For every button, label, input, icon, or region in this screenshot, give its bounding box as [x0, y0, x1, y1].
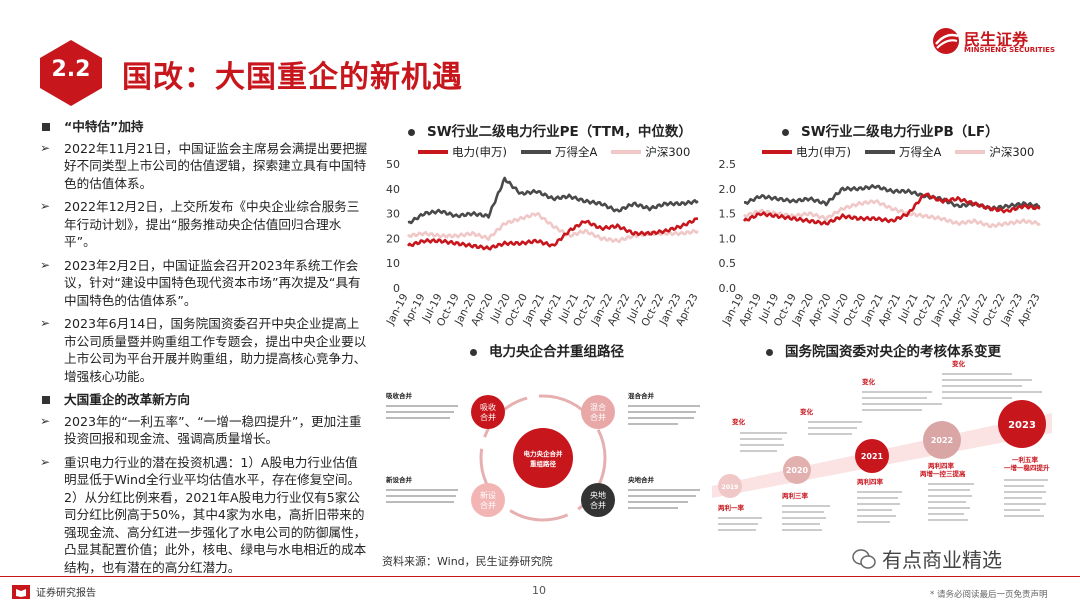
svg-text:2020: 2020: [786, 466, 809, 475]
merger-diagram: 电力央企合并 重组路径 吸收合并 混合合并 新设合并 央地合并 吸收合并 混合合…: [386, 391, 700, 522]
watermark: 有点商业精选: [852, 544, 1002, 573]
svg-text:两利四率: 两利四率: [928, 461, 955, 470]
legend-wind-a: 万得全A: [554, 145, 598, 159]
bullet: 2023年6月14日，国务院国资委召开中央企业提高上市公司质量暨并购重组工作专题…: [38, 315, 368, 385]
year-2022-node: [923, 421, 961, 459]
section-badge: [40, 40, 102, 106]
year-2021-node: [855, 439, 889, 473]
svg-text:变化: 变化: [800, 407, 814, 416]
chart-pb-legend: 电力(申万) 万得全A 沪深300: [762, 144, 1034, 160]
chart-pb-title: SW行业二级电力行业PB（LF）: [782, 120, 999, 140]
page-number: 10: [532, 584, 546, 597]
y-tick-label: 0.5: [719, 257, 737, 270]
page-title: 国改：大国重企的新机遇: [122, 60, 463, 95]
y-tick-label: 40: [386, 183, 400, 196]
bullet-dot-icon: [782, 128, 789, 136]
wechat-icon: [852, 548, 876, 569]
series-line-2: [407, 212, 699, 244]
svg-text:2023: 2023: [1008, 420, 1036, 431]
series-line-1: [743, 184, 1041, 212]
y-tick-label: 50: [386, 158, 400, 171]
series-line-2: [743, 199, 1041, 229]
svg-text:2021: 2021: [861, 452, 884, 461]
bullet: 2023年的“一利五率”、“一增一稳四提升”，更加注重投资回报和现金流、强调高质…: [38, 413, 368, 448]
bullet-dot-icon: [766, 348, 773, 356]
svg-text:两利四率: 两利四率: [857, 477, 884, 486]
merger-diagram-title: 电力央企合并重组路径: [470, 340, 624, 360]
assessment-diagram-title: 国务院国资委对央企的考核体系变更: [766, 340, 1001, 360]
svg-text:两利三率: 两利三率: [782, 491, 809, 500]
svg-text:合并: 合并: [590, 500, 606, 510]
svg-text:新设合并: 新设合并: [386, 475, 413, 484]
series-line-0: [406, 217, 699, 251]
svg-text:2019: 2019: [722, 484, 739, 491]
y-tick-label: 0: [393, 282, 400, 295]
y-tick-label: 0.0: [719, 282, 737, 295]
year-2023-node: [998, 400, 1046, 448]
section-number: 2.2: [51, 57, 91, 82]
logo-en: MINSHENG SECURITIES: [964, 46, 1055, 54]
heading-reform-direction: 大国重企的改革新方向: [38, 391, 368, 409]
y-tick-label: 30: [386, 208, 400, 221]
y-tick-label: 10: [386, 257, 400, 270]
watermark-text: 有点商业精选: [882, 548, 1002, 572]
chart-pe-title: SW行业二级电力行业PE（TTM，中位数）: [408, 120, 692, 140]
svg-text:电力央企合并: 电力央企合并: [524, 449, 564, 458]
y-tick-label: 1.0: [719, 232, 737, 245]
legend-wind-a: 万得全A: [898, 145, 942, 159]
svg-text:吸收: 吸收: [480, 402, 496, 412]
svg-text:一增一稳四提升: 一增一稳四提升: [1004, 463, 1050, 472]
y-tick-label: 20: [386, 232, 400, 245]
left-text-column: “中特估”加持 2022年11月21日，中国证监会主席易会满提出要把握好不同类型…: [38, 118, 368, 582]
svg-text:变化: 变化: [732, 417, 746, 426]
svg-text:央地合并: 央地合并: [628, 475, 655, 484]
bullet: 2023年2月2日，中国证监会召开2023年系统工作会议，针对“建设中国特色现代…: [38, 257, 368, 310]
bullet: 2022年11月21日，中国证监会主席易会满提出要把握好不同类型上市公司的估值逻…: [38, 140, 368, 193]
y-tick-label: 1.5: [719, 208, 737, 221]
svg-text:合并: 合并: [480, 500, 496, 510]
svg-text:两增一控三提高: 两增一控三提高: [920, 469, 966, 478]
legend-hs300: 沪深300: [989, 145, 1035, 159]
svg-text:重组路径: 重组路径: [530, 459, 557, 468]
bullet-dot-icon: [408, 128, 415, 136]
year-2020-node: [783, 456, 811, 484]
year-2019-node: [718, 474, 742, 498]
svg-text:新设: 新设: [480, 490, 496, 500]
chart-pb: 0.00.51.01.52.02.5Jan-19Apr-19Jul-19Oct-…: [719, 158, 1043, 329]
footer-divider: [0, 576, 1080, 577]
svg-text:合并: 合并: [480, 412, 496, 422]
heading-zhongteguo: “中特估”加持: [38, 118, 368, 136]
svg-text:2022: 2022: [931, 436, 953, 445]
legend-hs300: 沪深300: [645, 145, 691, 159]
svg-text:合并: 合并: [590, 412, 606, 422]
y-tick-label: 2.0: [719, 183, 737, 196]
chart-pe: 01020304050Jan-19Apr-19Jul-19Oct-19Jan-2…: [384, 158, 701, 329]
footer-label: 证券研究报告: [36, 588, 96, 599]
svg-text:混合: 混合: [590, 402, 606, 412]
bullet: 2022年12月2日，上交所发布《中央企业综合服务三年行动计划》，提出“服务推动…: [38, 198, 368, 251]
svg-text:央地: 央地: [590, 490, 606, 500]
logo-cn: 民生证券: [964, 30, 1029, 49]
book-icon: [12, 584, 30, 599]
logo-mark-icon: [933, 28, 959, 54]
legend-power: 电力(申万): [452, 145, 507, 159]
footer-left: 证券研究报告: [12, 584, 96, 599]
y-tick-label: 2.5: [719, 158, 737, 171]
chart-pe-legend: 电力(申万) 万得全A 沪深300: [418, 144, 690, 160]
svg-text:一利五率: 一利五率: [1012, 455, 1039, 464]
svg-text:吸收合并: 吸收合并: [386, 391, 413, 400]
series-line-1: [407, 176, 699, 225]
disclaimer: * 请务必阅读最后一页免责声明: [930, 590, 1048, 600]
company-logo: 民生证券 MINSHENG SECURITIES: [932, 26, 1055, 56]
svg-text:变化: 变化: [952, 359, 966, 368]
svg-text:混合合并: 混合合并: [628, 391, 655, 400]
bullet-dot-icon: [470, 348, 477, 356]
svg-text:两利一率: 两利一率: [718, 503, 745, 512]
series-line-0: [742, 192, 1041, 226]
bullet: 重识电力行业的潜在投资机遇：1）A股电力行业估值明显低于Wind全行业平均估值水…: [38, 454, 368, 577]
svg-text:变化: 变化: [862, 377, 876, 386]
source-note: 资料来源：Wind，民生证券研究院: [382, 555, 553, 568]
legend-power: 电力(申万): [796, 145, 851, 159]
